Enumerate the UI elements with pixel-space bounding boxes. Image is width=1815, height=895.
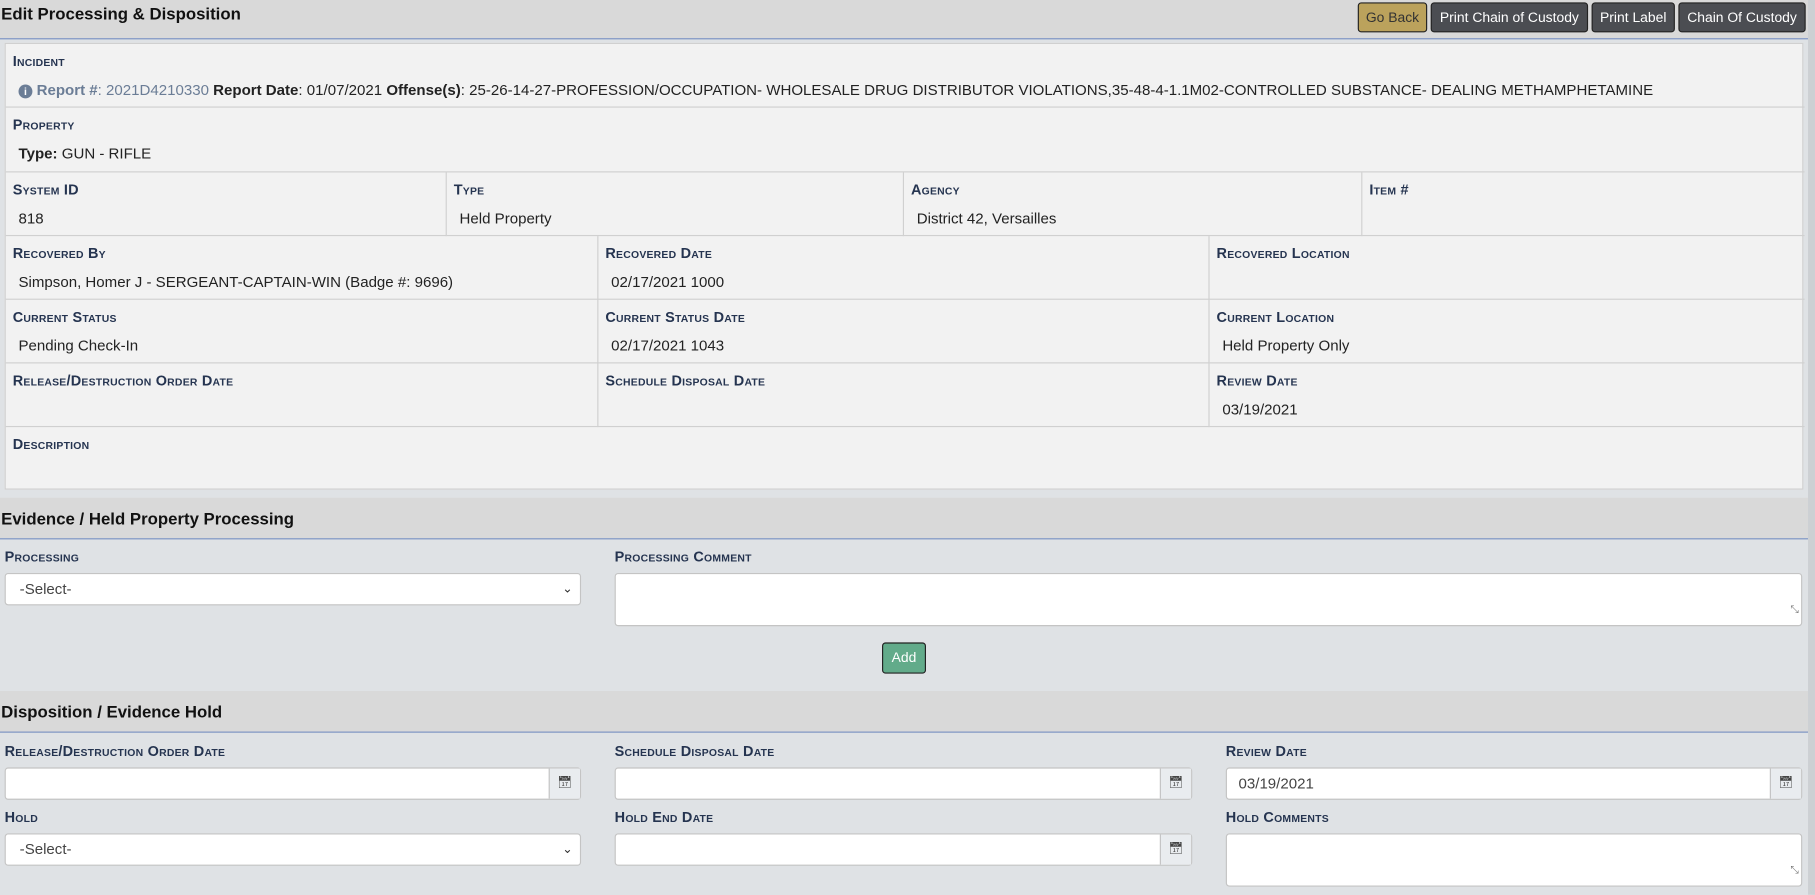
offenses: 25-26-14-27-PROFESSION/OCCUPATION- WHOLE…	[469, 81, 1654, 99]
current-status-cell: Current Status Pending Check-In	[5, 299, 599, 364]
report-number[interactable]: 2021D4210330	[106, 81, 209, 99]
current-location-cell: Current Location Held Property Only	[1209, 300, 1805, 364]
property-label: Property	[12, 116, 75, 134]
recovered-by-cell: Recovered By Simpson, Homer J - SERGEANT-…	[5, 236, 599, 300]
description-cell: Description	[12, 436, 90, 453]
incident-label: Incident	[12, 53, 65, 70]
print-label-button[interactable]: Print Label	[1591, 2, 1675, 33]
release-order-date-cell: Release/Destruction Order Date	[5, 363, 599, 428]
page-header: Edit Processing & Disposition Go Back Pr…	[0, 0, 1809, 40]
schedule-disposal-date-label: Schedule Disposal Date	[614, 743, 775, 760]
hold-comments-label: Hold Comments	[1225, 809, 1329, 826]
info-icon: i	[18, 84, 33, 99]
report-number-label: Report #	[36, 81, 98, 99]
processing-comment-label: Processing Comment	[614, 548, 752, 565]
review-date-cell: Review Date 03/19/2021	[1209, 363, 1805, 428]
scrollbar[interactable]	[1808, 0, 1815, 895]
disposition-section-header: Disposition / Evidence Hold	[0, 691, 1809, 733]
chevron-down-icon: ⌄	[562, 842, 573, 857]
hold-label: Hold	[4, 809, 38, 826]
processing-comment-textarea[interactable]: ⤡	[614, 572, 1803, 627]
report-date-label: Report Date	[213, 81, 299, 99]
hold-end-date-label: Hold End Date	[614, 809, 714, 826]
recovered-date-cell: Recovered Date 02/17/2021 1000	[598, 236, 1210, 300]
incident-section: Incident i Report #: 2021D4210330 Report…	[5, 44, 1805, 108]
processing-label: Processing	[4, 548, 80, 565]
recovered-location-cell: Recovered Location	[1209, 236, 1805, 300]
release-order-date-label: Release/Destruction Order Date	[4, 743, 226, 760]
agency-cell: Agency District 42, Versailles	[904, 172, 1363, 237]
page-title: Edit Processing & Disposition	[1, 5, 241, 25]
schedule-disposal-date-input[interactable]: 📅︎	[614, 767, 1193, 800]
calendar-icon[interactable]: 📅︎	[1159, 834, 1192, 865]
offenses-label: Offense(s)	[386, 81, 461, 99]
disposition-section-title: Disposition / Evidence Hold	[1, 703, 223, 723]
resize-handle-icon[interactable]: ⤡	[1790, 863, 1799, 876]
resize-handle-icon[interactable]: ⤡	[1790, 603, 1799, 615]
hold-select[interactable]: -Select- ⌄	[4, 833, 582, 866]
processing-section-title: Evidence / Held Property Processing	[1, 510, 295, 529]
current-status-date-cell: Current Status Date 02/17/2021 1043	[598, 299, 1210, 364]
calendar-icon[interactable]: 📅︎	[1159, 768, 1192, 799]
calendar-icon[interactable]: 📅︎	[1769, 768, 1802, 799]
type-cell: Type Held Property	[446, 172, 905, 237]
calendar-icon[interactable]: 📅︎	[548, 768, 580, 799]
hold-comments-textarea[interactable]: ⤡	[1225, 833, 1803, 887]
go-back-button[interactable]: Go Back	[1357, 2, 1428, 33]
print-chain-of-custody-button[interactable]: Print Chain of Custody	[1430, 2, 1589, 33]
add-processing-button[interactable]: Add	[882, 642, 926, 674]
processing-select[interactable]: -Select- ⌄	[4, 572, 582, 606]
schedule-disposal-date-cell: Schedule Disposal Date	[598, 363, 1210, 428]
chain-of-custody-button[interactable]: Chain Of Custody	[1678, 2, 1806, 33]
report-date: 01/07/2021	[306, 81, 383, 99]
incident-details: i Report #: 2021D4210330 Report Date: 01…	[18, 81, 1654, 99]
processing-section-header: Evidence / Held Property Processing	[0, 497, 1809, 540]
hold-end-date-input[interactable]: 📅︎	[614, 833, 1193, 866]
system-id-cell: System ID 818	[5, 172, 447, 237]
property-section: Property Type: GUN - RIFLE	[5, 108, 1805, 173]
item-number-cell: Item #	[1362, 172, 1805, 237]
property-type: Type: GUN - RIFLE	[18, 144, 152, 163]
property-info-panel: Incident i Report #: 2021D4210330 Report…	[4, 42, 1805, 490]
release-order-date-input[interactable]: 📅︎	[4, 767, 582, 800]
review-date-input[interactable]: 03/19/2021 📅︎	[1225, 767, 1803, 800]
chevron-down-icon: ⌄	[562, 582, 573, 597]
review-date-label: Review Date	[1225, 743, 1307, 760]
